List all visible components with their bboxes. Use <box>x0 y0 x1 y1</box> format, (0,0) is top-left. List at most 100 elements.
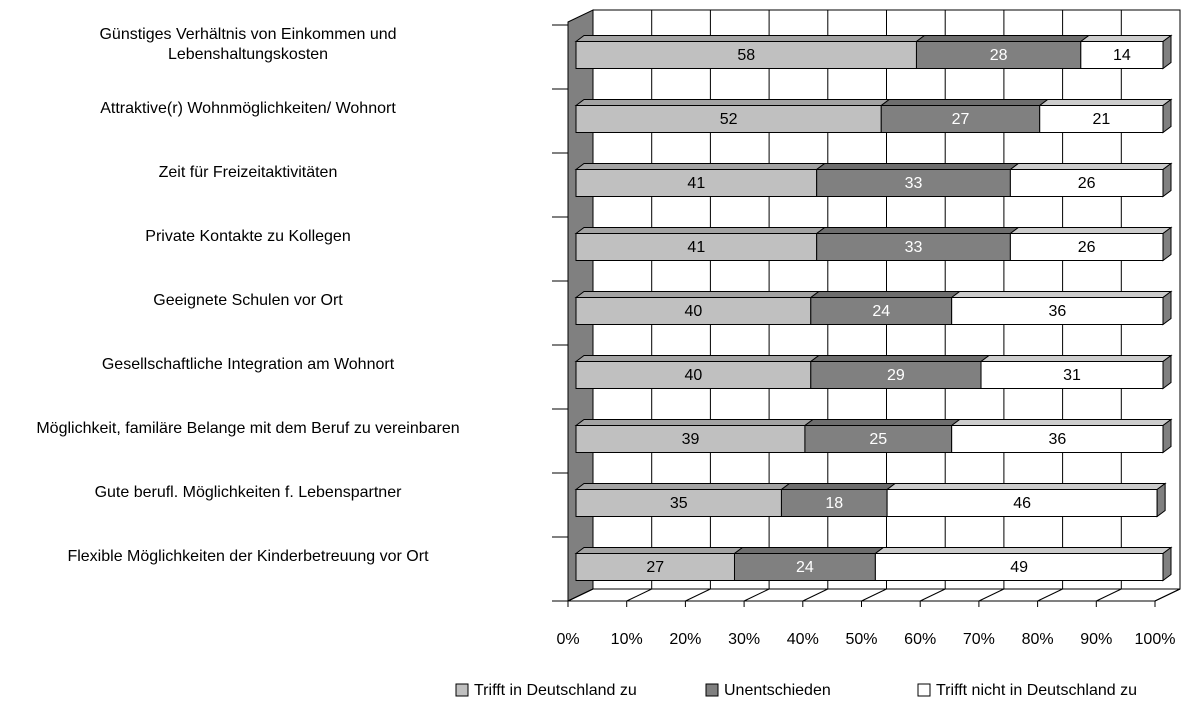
category-label: Attraktive(r) Wohnmöglichkeiten/ Wohnort <box>100 100 396 117</box>
floor-grid-line <box>802 588 829 602</box>
bar-side <box>1162 226 1172 262</box>
bar-side <box>1162 98 1172 134</box>
legend-swatch <box>455 683 469 697</box>
value-label: 29 <box>887 367 905 384</box>
bar-top <box>574 483 791 490</box>
bar-top <box>574 547 744 554</box>
bar-top <box>815 227 1020 234</box>
value-label: 36 <box>1048 303 1066 320</box>
value-label: 39 <box>682 431 700 448</box>
value-label: 36 <box>1048 431 1066 448</box>
bar <box>804 425 953 453</box>
x-tick-label: 0% <box>556 631 579 648</box>
floor-grid-line <box>626 588 652 602</box>
bar-side <box>1162 34 1172 70</box>
bar-side <box>1162 418 1172 454</box>
bar-top <box>779 483 897 490</box>
category-label: Geeignete Schulen vor Ort <box>153 292 343 309</box>
category-label: Flexible Möglichkeiten der Kinderbetreuu… <box>67 548 429 565</box>
bar-side <box>1156 482 1166 518</box>
floor-grid-line <box>685 588 711 602</box>
bar <box>874 553 1164 581</box>
x-tick-label: 40% <box>787 631 819 648</box>
bar-top <box>574 291 821 298</box>
bar-top <box>732 547 885 554</box>
bar <box>575 105 882 133</box>
bar-top <box>914 35 1091 42</box>
category-label: Zeit für Freizeitaktivitäten <box>158 164 338 181</box>
bar <box>575 41 917 69</box>
bar-top <box>574 163 827 170</box>
bar-top <box>950 291 1173 298</box>
bar <box>880 105 1041 133</box>
value-label: 26 <box>1078 175 1096 192</box>
value-label: 58 <box>737 47 755 64</box>
bar <box>886 489 1158 517</box>
bar-top <box>1079 35 1173 42</box>
floor-grid-line <box>1154 588 1181 602</box>
category-label: Möglichkeit, familäre Belange mit dem Be… <box>36 420 460 437</box>
value-label: 26 <box>1078 239 1096 256</box>
bar-top <box>574 99 891 106</box>
value-label: 27 <box>952 111 970 128</box>
category-label: Gesellschaftliche Integration am Wohnort <box>101 356 395 373</box>
bar <box>951 297 1164 325</box>
floor-grid-line <box>743 588 770 602</box>
x-tick-label: 100% <box>1135 631 1176 648</box>
bar <box>575 233 818 261</box>
bar-top <box>574 419 815 426</box>
floor-grid-line <box>1096 588 1122 602</box>
bar-top <box>1008 227 1173 234</box>
floor-grid-line <box>978 588 1005 602</box>
bar-top <box>809 355 991 362</box>
bar-side <box>1162 546 1172 582</box>
legend-swatch <box>917 683 931 697</box>
legend-label: Trifft in Deutschland zu <box>474 682 637 699</box>
bar-top <box>879 99 1050 106</box>
category-label: Private Kontakte zu Kollegen <box>145 228 351 245</box>
value-label: 35 <box>670 495 688 512</box>
bar <box>816 233 1011 261</box>
x-tick-label: 60% <box>904 631 936 648</box>
value-label: 28 <box>990 47 1008 64</box>
x-tick-label: 50% <box>845 631 877 648</box>
x-tick-label: 10% <box>611 631 643 648</box>
bar <box>980 361 1164 389</box>
value-label: 46 <box>1013 495 1031 512</box>
value-label: 21 <box>1092 111 1110 128</box>
bar <box>733 553 876 581</box>
bar-side <box>1162 354 1172 390</box>
legend-label: Trifft nicht in Deutschland zu <box>936 682 1137 699</box>
value-label: 24 <box>872 303 890 320</box>
bar-top <box>574 355 821 362</box>
legend-label: Unentschieden <box>724 682 831 699</box>
bar <box>1080 41 1164 69</box>
value-label: 27 <box>646 559 664 576</box>
bar-top <box>1008 163 1173 170</box>
bar <box>575 361 812 389</box>
floor-grid-line <box>919 588 946 602</box>
category-label: Gute berufl. Möglichkeiten f. Lebenspart… <box>94 484 402 501</box>
value-label: 25 <box>869 431 887 448</box>
x-tick-label: 80% <box>1022 631 1054 648</box>
bar <box>810 297 953 325</box>
value-label: 14 <box>1113 47 1131 64</box>
category-label: Günstiges Verhältnis von Einkommen und L… <box>99 26 397 63</box>
bar <box>575 489 782 517</box>
bar-side <box>1162 290 1172 326</box>
floor-grid-line <box>1037 588 1063 602</box>
bar-side <box>1162 162 1172 198</box>
legend-swatch <box>705 683 719 697</box>
value-label: 33 <box>905 175 923 192</box>
floor-grid-line <box>861 588 887 602</box>
bar-top <box>574 227 827 234</box>
bar <box>951 425 1164 453</box>
bar-top <box>803 419 962 426</box>
bar <box>575 425 806 453</box>
x-tick-label: 90% <box>1080 631 1112 648</box>
bar-top <box>1038 99 1173 106</box>
bar-top <box>873 547 1173 554</box>
x-tick-label: 70% <box>963 631 995 648</box>
